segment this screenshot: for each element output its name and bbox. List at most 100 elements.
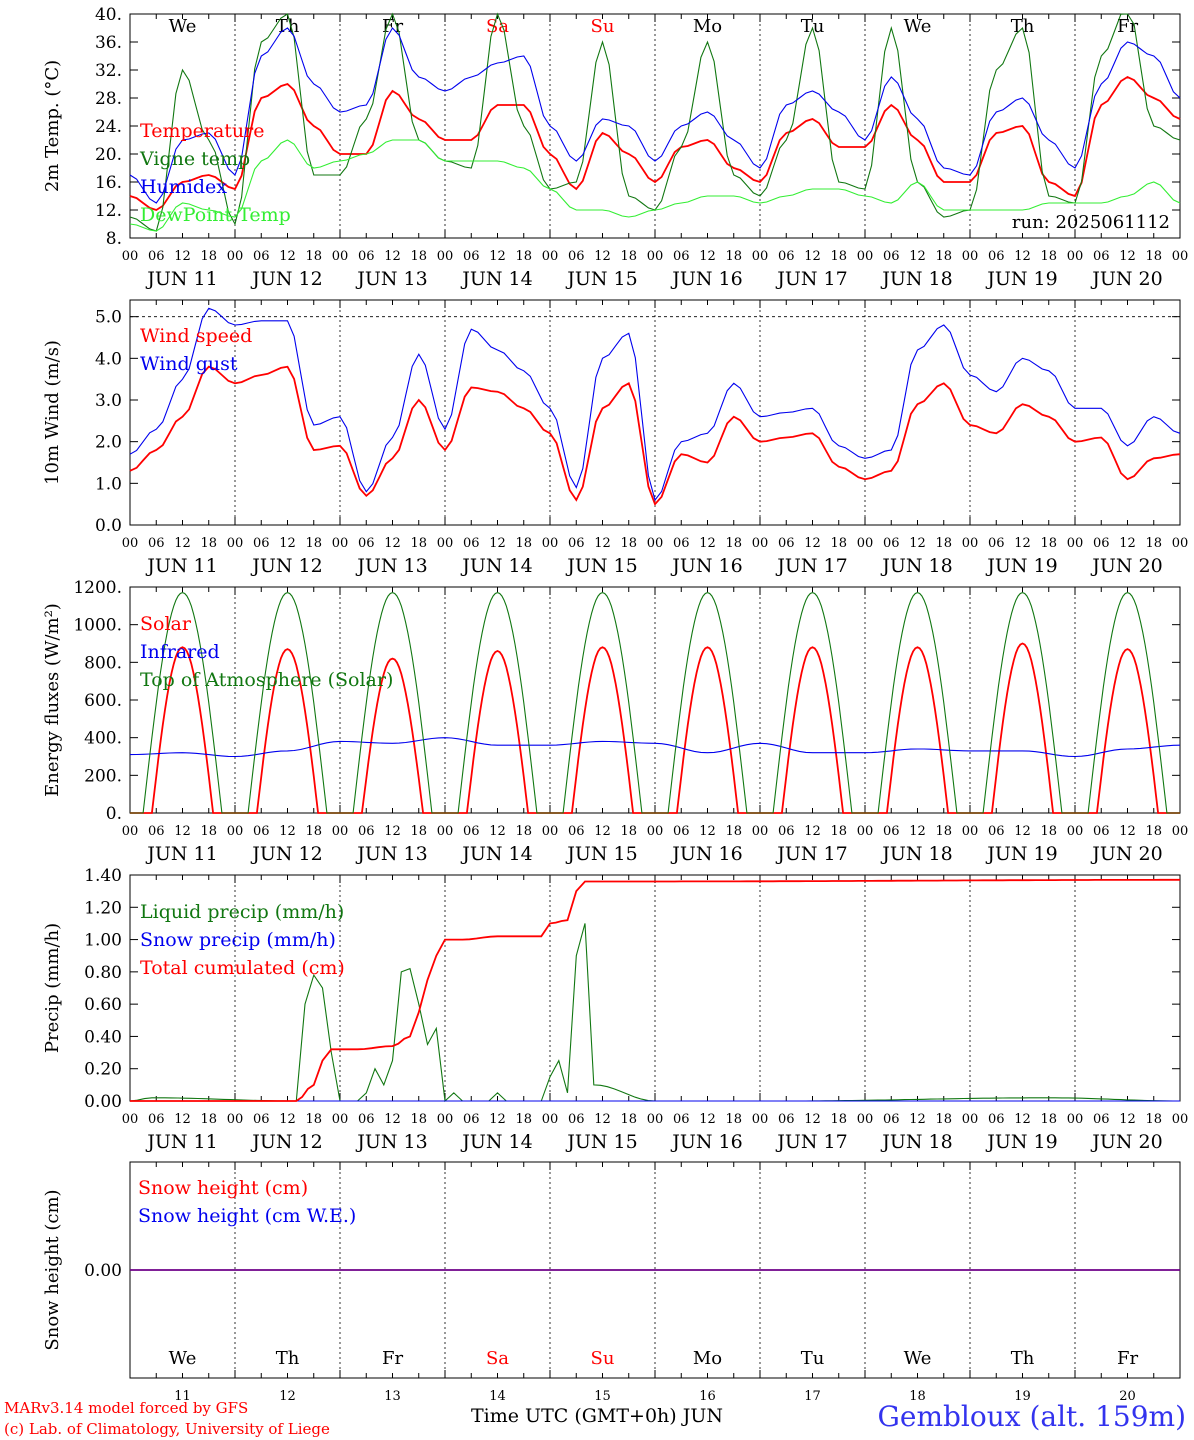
hour-tick-label: 18 (830, 249, 847, 264)
y-tick-label: 0.0 (95, 516, 122, 536)
hour-tick-label: 18 (725, 249, 742, 264)
hour-tick-label: 12 (174, 824, 191, 839)
weekday-name: Fr (1117, 1348, 1138, 1369)
hour-tick-label: 06 (778, 249, 795, 264)
hour-tick-label: 06 (1093, 824, 1110, 839)
series-line-top-of-atmosphere-solar- (130, 592, 1180, 814)
hour-tick-label: 06 (148, 536, 165, 551)
day-label: JUN 14 (460, 555, 532, 577)
hour-tick-label: 06 (988, 536, 1005, 551)
hour-tick-label: 00 (437, 536, 454, 551)
y-tick-label: 20. (95, 145, 122, 165)
hour-tick-label: 18 (200, 536, 217, 551)
y-tick-label: 28. (95, 89, 122, 109)
panel-1: 8. 12. 16. 20. 24. 28. 32. 36. 40. 2m Temp. (°C) 0… (42, 5, 1188, 290)
hour-tick-label: 06 (358, 536, 375, 551)
hour-tick-label: 00 (1172, 536, 1189, 551)
y-tick-label: 16. (95, 173, 122, 193)
hour-tick-label: 18 (410, 824, 427, 839)
y-tick-label: 1.00 (84, 931, 122, 951)
hour-tick-label: 12 (1014, 1112, 1031, 1127)
hour-tick-label: 06 (778, 824, 795, 839)
weekday-name: Tu (801, 1348, 825, 1369)
weekday-name: Sa (486, 1348, 509, 1369)
hour-tick-label: 18 (1145, 1112, 1162, 1127)
hour-tick-label: 06 (673, 1112, 690, 1127)
panel-4: 0.00 0.20 0.40 0.60 0.80 1.00 1.20 1.40 Precip (… (42, 866, 1188, 1153)
hour-tick-label: 00 (1067, 536, 1084, 551)
y-tick-label: 12. (95, 201, 122, 221)
day-label: JUN 13 (355, 555, 427, 577)
weekday-name: Sa (486, 16, 509, 37)
weekday-name: Fr (1117, 16, 1138, 37)
hour-tick-label: 18 (935, 1112, 952, 1127)
hour-tick-label: 00 (542, 536, 559, 551)
hour-tick-label: 18 (1040, 824, 1057, 839)
hour-tick-label: 12 (174, 536, 191, 551)
hour-tick-label: 00 (752, 536, 769, 551)
hour-tick-label: 06 (463, 824, 480, 839)
y-tick-label: 0. (106, 804, 122, 824)
day-label: JUN 14 (460, 268, 532, 290)
hour-tick-label: 00 (962, 1112, 979, 1127)
legend-entry: Snow height (cm) (138, 1177, 308, 1199)
hour-tick-label: 12 (384, 1112, 401, 1127)
weekday-name: Mo (693, 16, 722, 37)
y-tick-label: 0.80 (84, 963, 122, 983)
run-annotation: run: 2025061112 (1012, 212, 1170, 233)
day-label: JUN 15 (565, 1131, 637, 1153)
hour-tick-label: 00 (857, 1112, 874, 1127)
hour-tick-label: 18 (305, 536, 322, 551)
y-tick-label: 200. (84, 766, 122, 786)
time-axis-label: Time UTC (GMT+0h) JUN (471, 1405, 723, 1427)
day-label: JUN 20 (1090, 268, 1162, 290)
model-credit: MARv3.14 model forced by GFS (4, 1399, 249, 1417)
series-line-wind-speed (129, 365, 1181, 506)
day-number: 16 (699, 1389, 716, 1404)
hour-tick-label: 12 (1014, 249, 1031, 264)
hour-tick-label: 00 (227, 536, 244, 551)
hour-tick-label: 18 (830, 824, 847, 839)
day-number: 20 (1119, 1389, 1136, 1404)
day-label: JUN 11 (145, 843, 217, 865)
hour-tick-label: 00 (227, 824, 244, 839)
hour-tick-label: 06 (778, 536, 795, 551)
hour-tick-label: 00 (1067, 824, 1084, 839)
hour-tick-label: 00 (857, 249, 874, 264)
y-tick-label: 0.00 (84, 1261, 122, 1281)
day-label: JUN 19 (985, 555, 1057, 577)
hour-tick-label: 12 (699, 249, 716, 264)
day-number: 11 (174, 1389, 191, 1404)
hour-tick-label: 06 (1093, 1112, 1110, 1127)
y-tick-label: 3.0 (95, 391, 122, 411)
hour-tick-label: 12 (1119, 249, 1136, 264)
hour-tick-label: 00 (227, 1112, 244, 1127)
hour-tick-label: 06 (463, 1112, 480, 1127)
hour-tick-label: 18 (725, 536, 742, 551)
hour-tick-label: 12 (384, 824, 401, 839)
weekday-name: Mo (693, 1348, 722, 1369)
hour-tick-label: 06 (568, 249, 585, 264)
hour-tick-label: 00 (857, 536, 874, 551)
hour-tick-label: 18 (200, 249, 217, 264)
hour-tick-label: 00 (332, 824, 349, 839)
series-line-vigne-temp (129, 12, 1181, 232)
hour-tick-label: 12 (489, 824, 506, 839)
hour-tick-label: 00 (542, 824, 559, 839)
legend-entry: Top of Atmosphere (Solar) (140, 669, 393, 691)
hour-tick-label: 18 (515, 536, 532, 551)
day-number: 14 (489, 1389, 506, 1404)
hour-tick-label: 00 (122, 1112, 139, 1127)
hour-tick-label: 12 (804, 824, 821, 839)
day-label: JUN 11 (145, 1131, 217, 1153)
day-label: JUN 16 (670, 1131, 742, 1153)
hour-tick-label: 12 (804, 1112, 821, 1127)
weekday-name: Th (1011, 1348, 1035, 1369)
hour-tick-label: 18 (935, 536, 952, 551)
day-label: JUN 13 (355, 1131, 427, 1153)
hour-tick-label: 00 (752, 249, 769, 264)
hour-tick-label: 18 (515, 824, 532, 839)
hour-tick-label: 12 (699, 536, 716, 551)
hour-tick-label: 00 (1172, 249, 1189, 264)
